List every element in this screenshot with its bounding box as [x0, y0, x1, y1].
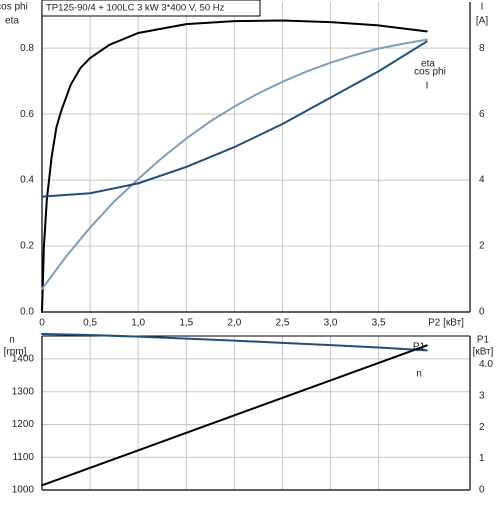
bottom-right-tick-2: 2	[479, 422, 485, 433]
top-right-tick-2: 4	[479, 175, 485, 186]
top-left-tick-2: 0.4	[20, 175, 34, 186]
x-tick-2: 1,0	[131, 318, 145, 329]
current-series-label: I	[426, 81, 429, 92]
x-tick-3: 1,5	[179, 318, 193, 329]
x-tick-6: 3,0	[324, 318, 338, 329]
top-right-tick-4: 8	[479, 43, 485, 54]
top-left-tick-4: 0.8	[20, 43, 34, 54]
bottom-left-axis-label-line1: n	[9, 335, 15, 346]
chart-title: TP125-90/4 + 100LC 3 kW 3*400 V, 50 Hz	[46, 3, 225, 14]
x-tick-4: 2,0	[227, 318, 241, 329]
p1-series-label: P1	[413, 342, 426, 353]
bottom-right-tick-0: 0	[479, 485, 485, 496]
top-right-tick-0: 0	[479, 307, 485, 318]
bottom-right-tick-3: 3	[479, 390, 485, 401]
eta-line	[41, 19, 428, 313]
x-tick-1: 0,5	[83, 318, 97, 329]
cos-phi-series-label: cos phi	[414, 67, 446, 78]
chart-title-box	[41, 0, 261, 17]
bottom-right-axis-label-line1: P1	[477, 335, 490, 346]
cos-phi-line	[41, 38, 428, 290]
current-line	[41, 40, 428, 198]
p1-line	[41, 344, 428, 487]
eta-series-label: eta	[421, 59, 435, 70]
bottom-right-axis-label-line2: [кВт]	[473, 347, 494, 358]
bottom-right-tick-1: 1	[479, 453, 485, 464]
top-left-axis-label-line1: cos phi	[0, 2, 28, 13]
x-tick-0: 0	[39, 318, 45, 329]
x-tick-7: 3,5	[372, 318, 386, 329]
bottom-left-tick-0: 1000	[12, 485, 35, 496]
top-left-tick-3: 0.6	[20, 109, 34, 120]
bottom-left-axis-label-line2: [rpm]	[4, 347, 27, 358]
top-right-tick-1: 2	[479, 241, 485, 252]
bottom-left-tick-4: 1400	[12, 354, 35, 365]
bottom-right-tick-4: 4.0	[479, 359, 493, 370]
x-axis-label: P2 [кВт]	[428, 318, 464, 329]
top-right-axis-label-line1: I	[481, 2, 484, 13]
x-tick-5: 2,5	[275, 318, 289, 329]
bottom-left-tick-2: 1200	[12, 419, 35, 430]
top-left-tick-1: 0.2	[20, 241, 34, 252]
top-right-axis-label-line2: [A]	[476, 16, 488, 27]
bottom-left-tick-3: 1300	[12, 386, 35, 397]
speed-line	[41, 333, 428, 352]
top-right-tick-3: 6	[479, 109, 485, 120]
bottom-left-tick-1: 1100	[12, 452, 34, 463]
top-left-tick-0: 0.0	[20, 307, 34, 318]
speed-series-label: n	[416, 369, 422, 380]
top-left-axis-label-line2: eta	[5, 16, 19, 27]
